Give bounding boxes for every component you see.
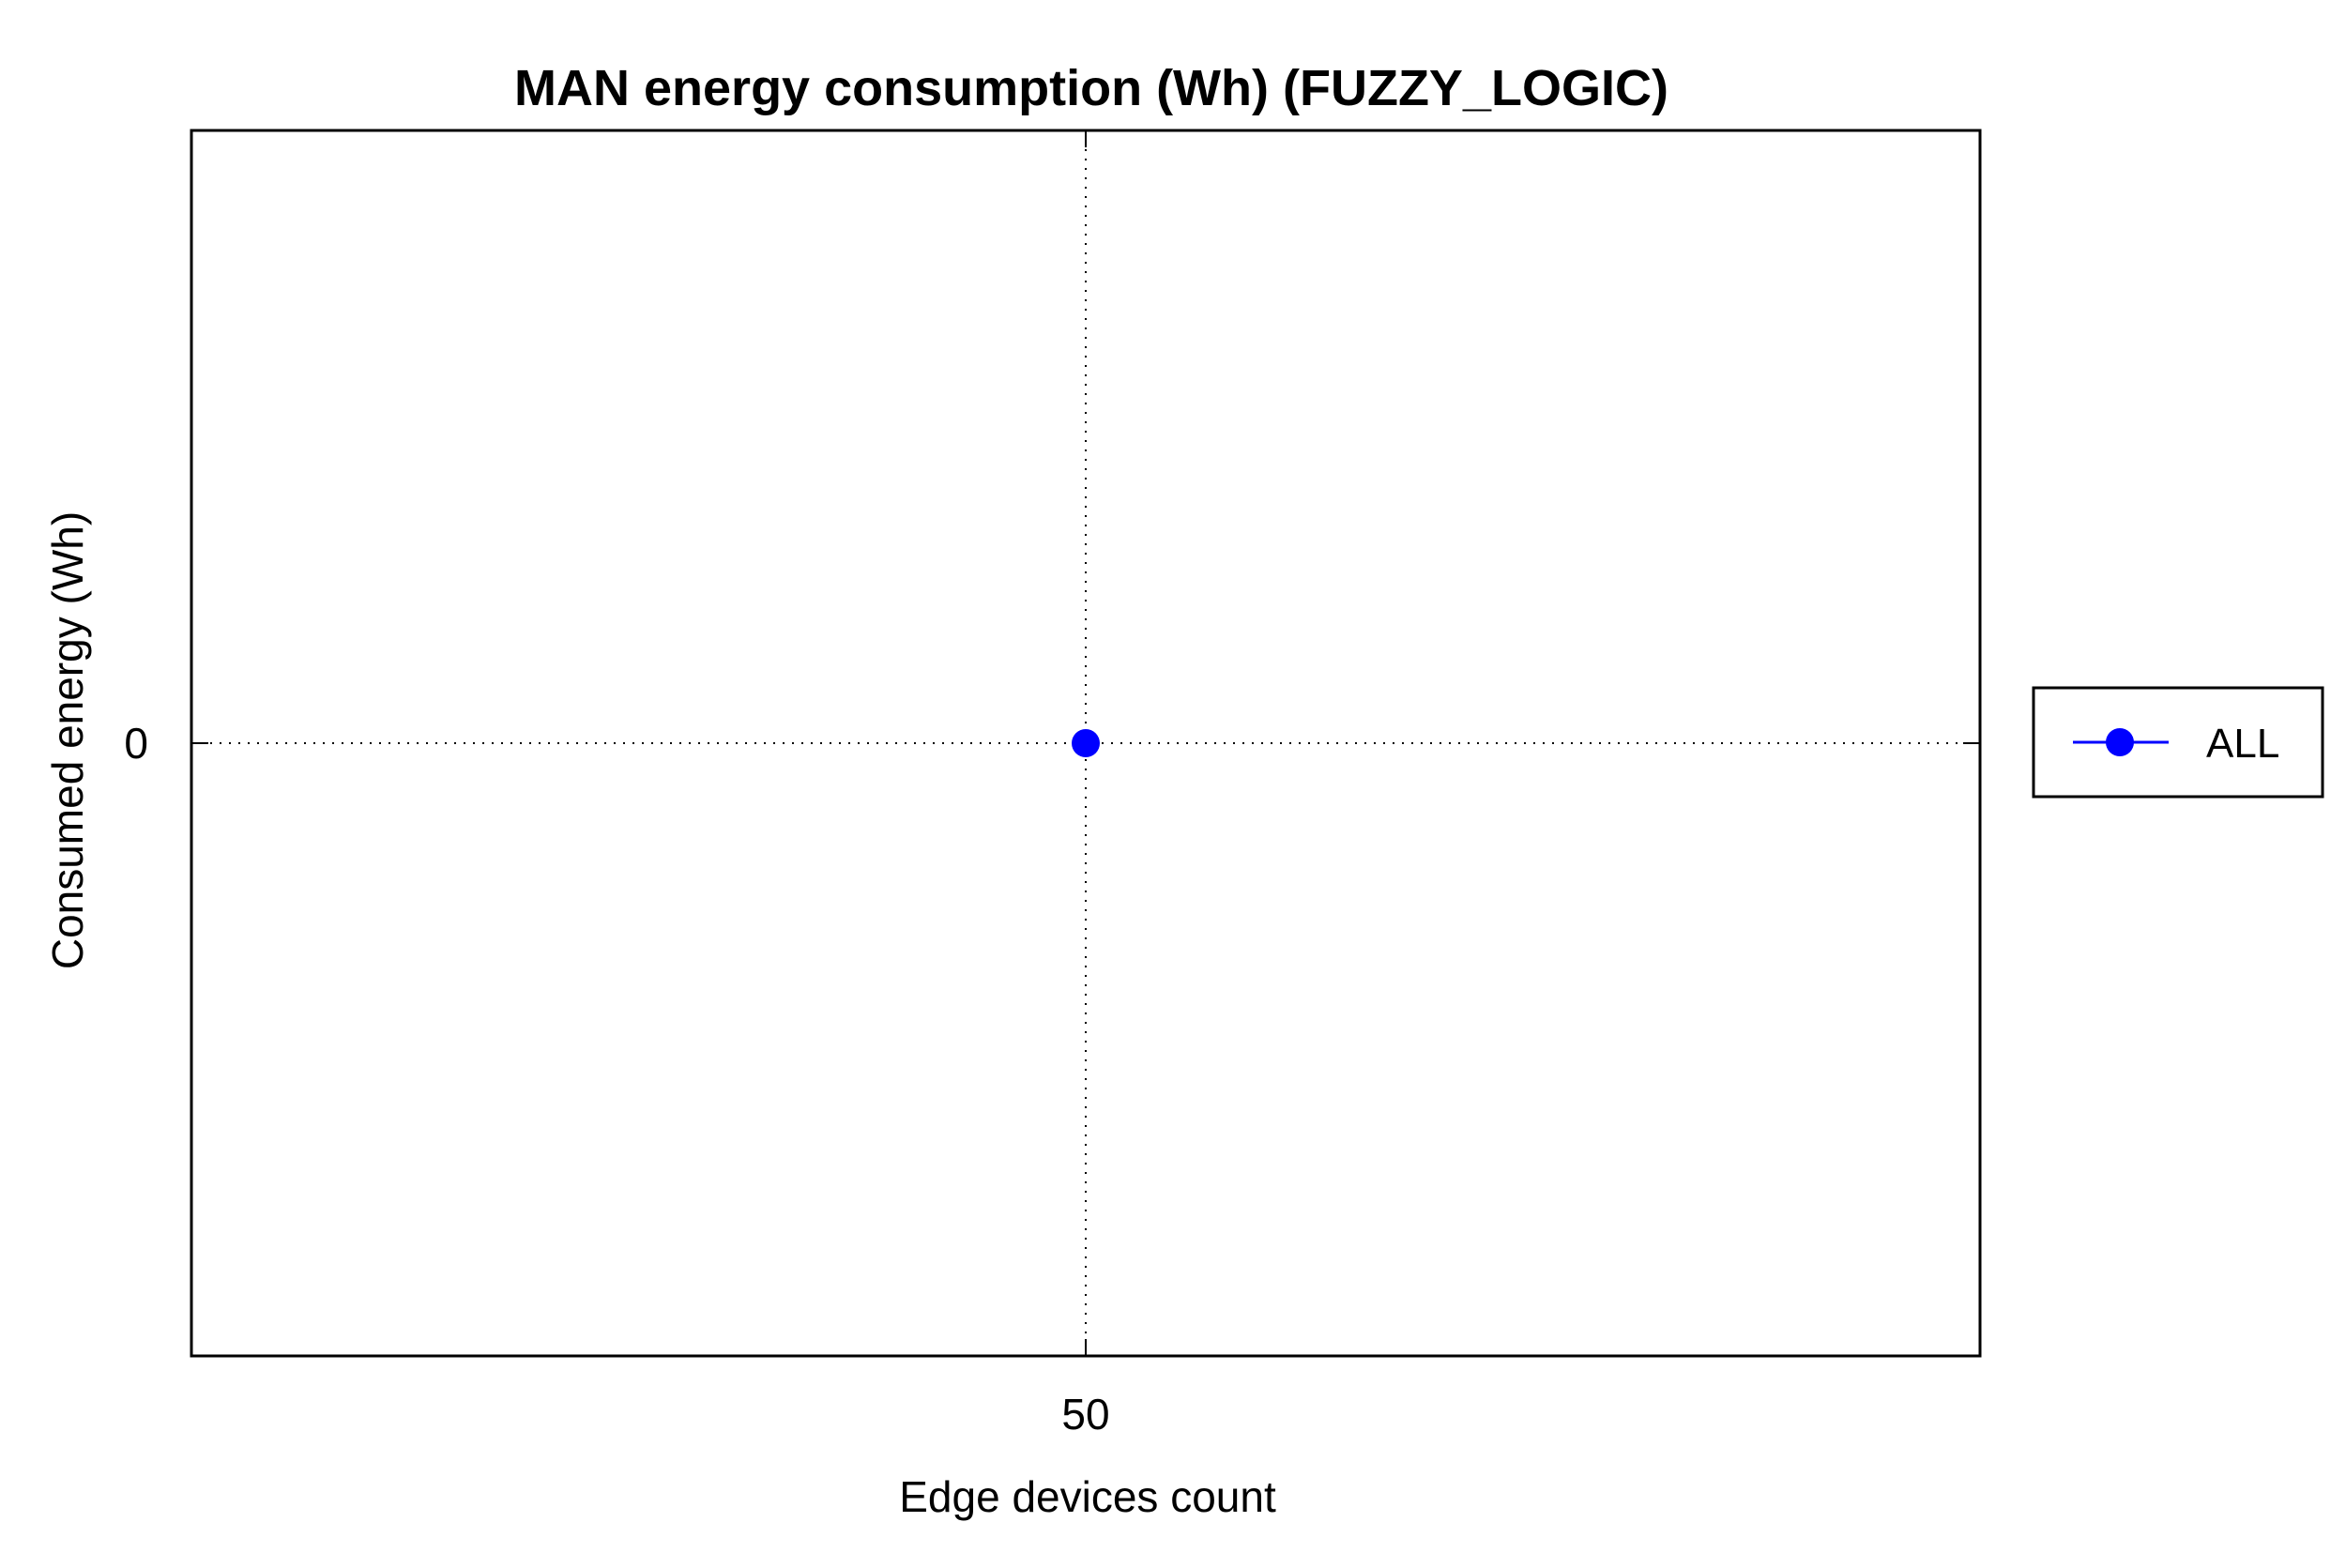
legend-label-all: ALL [2206,721,2279,767]
y-tick-label: 0 [124,719,148,768]
x-axis-label: Edge devices count [899,1472,1276,1521]
legend-marker-all [2106,728,2134,756]
chart-title: MAN energy consumption (Wh) (FUZZY_LOGIC… [514,60,1668,116]
x-tick-label: 50 [1061,1390,1109,1439]
axis-ticks: 50 0 [124,130,1980,1439]
y-axis-label: Consumed energy (Wh) [43,511,92,969]
legend: ALL [2032,686,2324,799]
series-layer [1072,729,1100,757]
data-point-all [1072,729,1100,757]
